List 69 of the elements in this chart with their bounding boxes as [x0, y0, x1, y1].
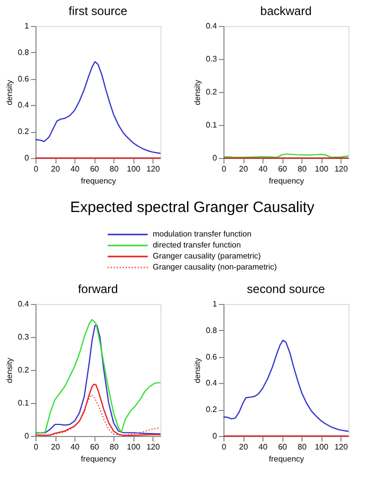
x-tick-label: 20: [239, 164, 248, 174]
x-axis-title: frequency: [268, 176, 304, 186]
y-tick-label: 0.2: [206, 405, 218, 414]
x-tick-label: 0: [34, 164, 39, 174]
x-axis-title: frequency: [268, 454, 304, 464]
legend-label: Granger causality (parametric): [152, 252, 262, 260]
x-axis-title: frequency: [80, 176, 116, 186]
x-tick-label: 80: [298, 164, 308, 174]
y-tick-label: 0.6: [206, 352, 218, 362]
y-tick-label: 1: [212, 300, 218, 308]
x-tick-label: 120: [146, 164, 160, 174]
x-tick-label: 120: [146, 442, 160, 452]
y-tick-label: 0: [212, 154, 218, 162]
y-tick-label: 0.4: [206, 378, 218, 388]
y-tick-label: 0.4: [206, 22, 218, 30]
y-axis-title: density: [4, 358, 14, 384]
y-tick-label: 0.2: [18, 127, 30, 136]
x-tick-label: 60: [278, 164, 288, 174]
legend-label: directed transfer function: [152, 240, 241, 250]
y-tick-label: 0.3: [18, 332, 30, 342]
x-tick-label: 0: [222, 442, 227, 452]
x-tick-label: 100: [314, 164, 329, 174]
x-tick-label: 40: [70, 442, 80, 452]
x-tick-label: 100: [314, 442, 329, 452]
x-tick-label: 60: [278, 442, 288, 452]
legend-label: Granger causality (non-parametric): [152, 262, 278, 272]
y-tick-label: 0.1: [206, 120, 218, 130]
x-tick-label: 120: [334, 442, 348, 452]
x-tick-label: 20: [239, 442, 248, 452]
line-series: [34, 61, 162, 154]
x-tick-label: 40: [258, 164, 268, 174]
x-tick-label: 40: [70, 164, 80, 174]
x-tick-label: 20: [51, 164, 60, 174]
y-tick-label: 1: [24, 22, 30, 30]
y-tick-label: 0.2: [18, 366, 30, 374]
x-tick-label: 40: [258, 442, 268, 452]
text: Expected spectral Granger Causality: [70, 199, 315, 216]
y-axis-title: density: [192, 80, 202, 106]
y-tick-label: 0.6: [18, 74, 30, 84]
x-tick-label: 100: [126, 164, 141, 174]
chart-title: backward: [260, 4, 312, 18]
x-tick-label: 100: [126, 442, 141, 452]
legend-label: modulation transfer function: [152, 230, 252, 238]
y-axis-title: density: [192, 358, 202, 384]
y-tick-label: 0: [212, 432, 218, 440]
x-tick-label: 120: [334, 164, 348, 174]
x-axis-title: frequency: [80, 454, 116, 464]
y-tick-label: 0.8: [18, 48, 30, 57]
y-tick-label: 0.2: [206, 88, 218, 96]
y-tick-label: 0: [24, 432, 30, 440]
x-tick-label: 60: [90, 442, 100, 452]
x-tick-label: 0: [222, 164, 227, 174]
chart-title: first source: [68, 4, 128, 18]
x-tick-label: 80: [110, 164, 120, 174]
chart-title: second source: [246, 282, 326, 296]
y-tick-label: 0: [24, 154, 30, 162]
line-series: [222, 340, 350, 432]
y-tick-label: 0.4: [18, 100, 30, 110]
y-tick-label: 0.8: [206, 326, 218, 335]
x-tick-label: 80: [298, 442, 308, 452]
chart-title: forward: [78, 282, 118, 296]
y-axis-title: density: [4, 80, 14, 106]
x-tick-label: 0: [34, 442, 39, 452]
y-tick-label: 0.3: [206, 54, 218, 64]
y-tick-label: 0.1: [18, 398, 30, 408]
x-tick-label: 60: [90, 164, 100, 174]
y-tick-label: 0.4: [18, 300, 30, 308]
x-tick-label: 20: [51, 442, 60, 452]
x-tick-label: 80: [110, 442, 120, 452]
